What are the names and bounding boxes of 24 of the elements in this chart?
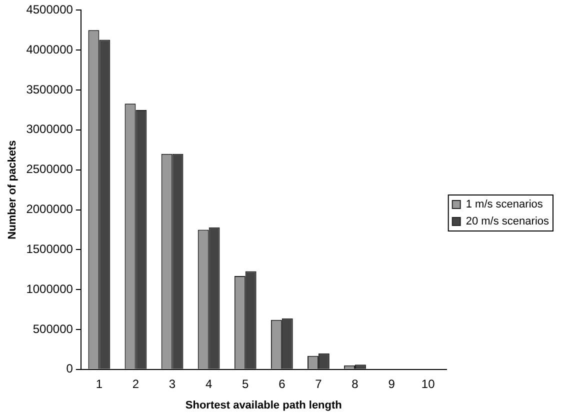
x-tick-label: 5: [242, 376, 250, 391]
y-tick-label: 3000000: [26, 122, 74, 136]
y-tick-label: 1000000: [26, 282, 74, 296]
x-tick-label: 2: [132, 376, 140, 391]
y-tick-label: 4500000: [26, 2, 74, 17]
x-tick-label: 4: [205, 376, 212, 391]
y-tick-label: 2000000: [26, 202, 74, 216]
legend-label: 20 m/s scenarios: [466, 216, 550, 228]
x-tick-label: 8: [352, 376, 359, 391]
x-tick-label: 10: [421, 376, 436, 391]
y-tick-label: 500000: [32, 322, 74, 336]
x-tick-label: 7: [315, 376, 322, 391]
y-tick-label: 0: [66, 362, 74, 376]
y-axis-title: Number of packets: [6, 140, 19, 240]
y-tick-label: 4000000: [26, 42, 74, 56]
x-tick-label: 9: [388, 376, 396, 391]
x-tick-label: 1: [96, 376, 103, 391]
x-tick-label: 3: [168, 376, 176, 391]
y-tick-label: 2500000: [26, 162, 74, 176]
legend-label: 1 m/s scenarios: [466, 198, 544, 211]
y-tick-label: 1500000: [26, 242, 74, 256]
y-tick-label: 3500000: [26, 82, 74, 96]
x-tick-label: 6: [278, 376, 286, 391]
x-axis-title: Shortest available path length: [185, 399, 342, 412]
